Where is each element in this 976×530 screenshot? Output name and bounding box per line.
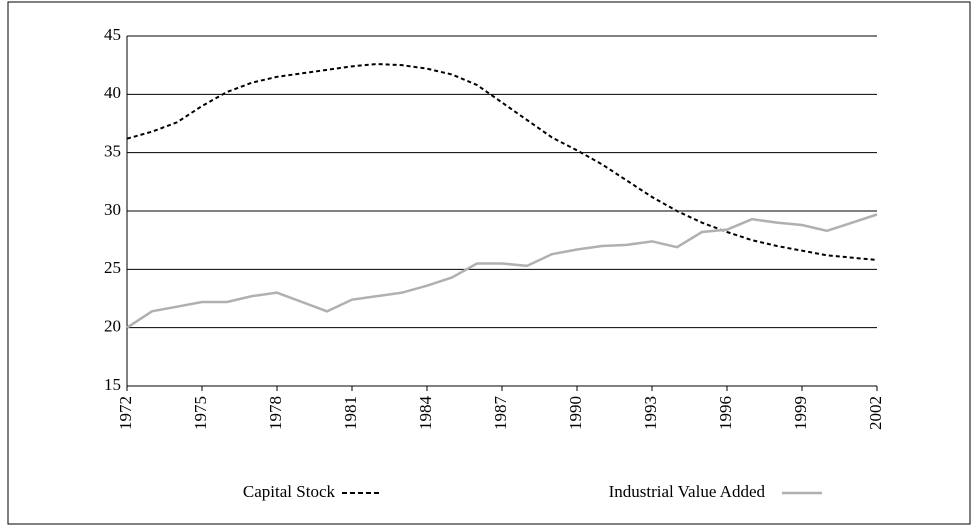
series-line [126,62,878,261]
x-tick-label: 1993 [641,396,660,430]
x-tick-label: 1984 [416,396,435,431]
series-line [126,213,878,329]
y-tick-label: 20 [104,317,121,336]
frame [7,1,971,525]
y-tick-label: 40 [104,83,121,102]
x-tick-label: 1981 [341,396,360,430]
y-tick-label: 15 [104,375,121,394]
x-tick-label: 1972 [116,396,135,430]
x-tick-label: 1996 [716,396,735,430]
y-tick-label: 25 [104,258,121,277]
x-tick-label: 1999 [791,396,810,430]
y-tick-label: 45 [104,25,121,44]
legend-label: Industrial Value Added [609,482,766,501]
x-tick-label: 1987 [491,396,510,431]
x-tick-label: 1978 [266,396,285,430]
y-tick-label: 35 [104,142,121,161]
legend-label: Capital Stock [243,482,336,501]
y-tick-label: 30 [104,200,121,219]
x-tick-label: 2002 [866,396,885,430]
x-tick-label: 1990 [566,396,585,430]
x-tick-label: 1975 [191,396,210,430]
